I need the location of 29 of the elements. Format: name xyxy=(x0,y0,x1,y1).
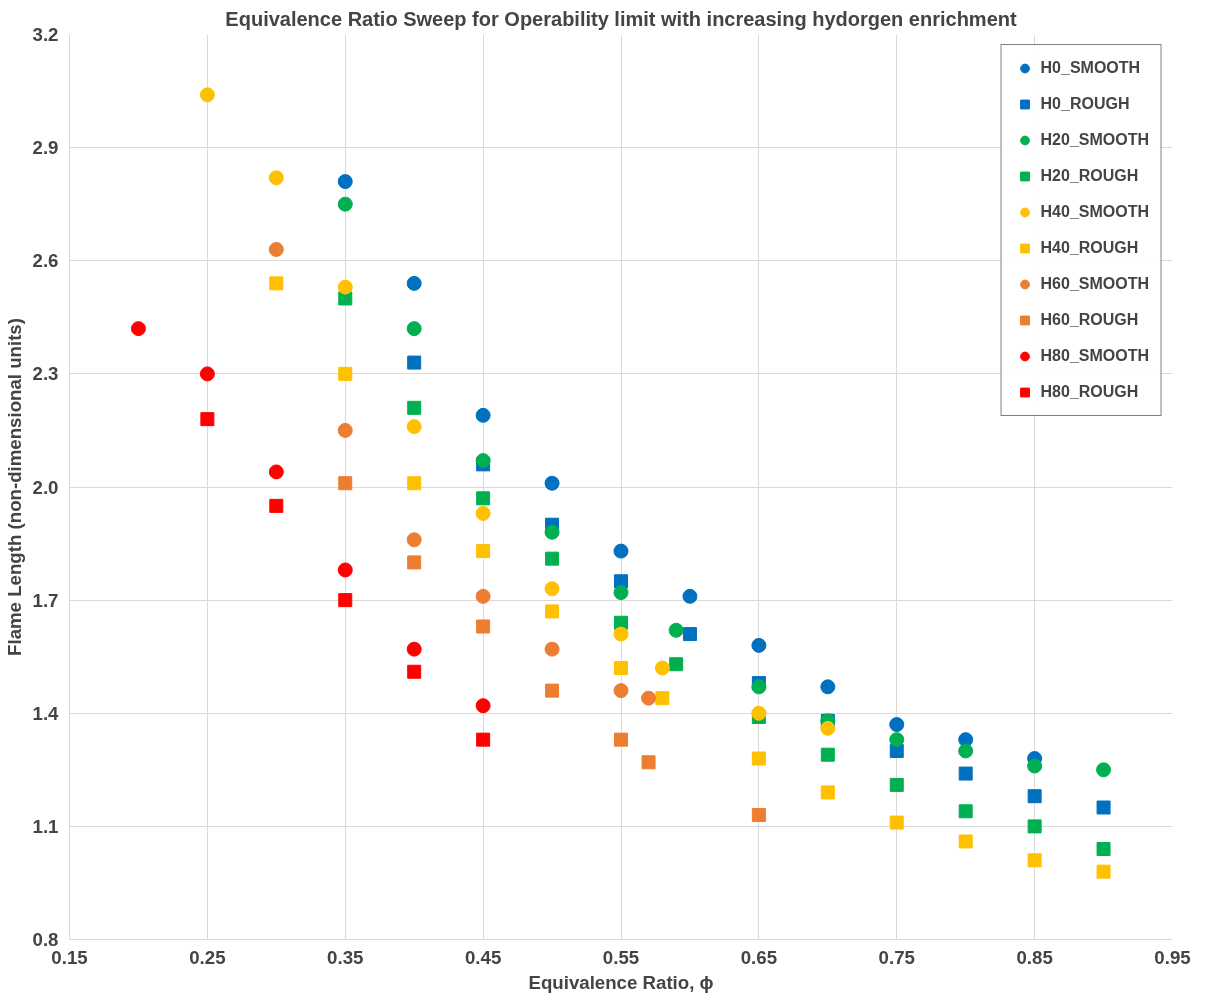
x-tick-label: 0.45 xyxy=(464,946,502,968)
y-tick-label: 1.7 xyxy=(32,589,59,611)
x-tick-label: 0.65 xyxy=(740,946,778,968)
x-tick-label: 0.35 xyxy=(327,946,364,968)
chart-title: Equivalence Ratio Sweep for Operability limit with increasing hydorgen enrichment xyxy=(225,7,1017,30)
y-tick-label: 3.2 xyxy=(32,24,59,45)
y-axis-title: Flame Length (non-dimensional units) xyxy=(3,318,25,656)
x-tick-label: 0.95 xyxy=(1154,946,1191,968)
legend-label: H80_SMOOTH xyxy=(1040,347,1149,365)
x-axis-title: Equivalence Ratio, ϕ xyxy=(528,971,714,993)
y-tick-label: 1.1 xyxy=(32,815,59,837)
legend-label: H40_SMOOTH xyxy=(1040,203,1149,221)
y-tick-label: 2.6 xyxy=(32,250,59,272)
legend-label: H80_ROUGH xyxy=(1040,383,1139,401)
x-tick-label: 0.55 xyxy=(602,946,640,968)
y-tick-label: 2.9 xyxy=(32,137,59,159)
legend-label: H60_ROUGH xyxy=(1040,311,1139,329)
x-tick-label: 0.25 xyxy=(189,946,226,968)
legend-label: H40_ROUGH xyxy=(1040,239,1139,257)
y-tick-label: 1.4 xyxy=(32,702,60,724)
y-tick-label: 2.0 xyxy=(32,476,59,498)
legend-label: H0_ROUGH xyxy=(1040,95,1130,113)
legend-label: H0_SMOOTH xyxy=(1040,59,1141,77)
legend-label: H20_SMOOTH xyxy=(1040,131,1149,149)
x-tick-label: 0.75 xyxy=(878,946,915,968)
x-tick-label: 0.85 xyxy=(1016,946,1053,968)
legend-label: H20_ROUGH xyxy=(1040,167,1139,185)
y-tick-label: 2.3 xyxy=(32,363,59,385)
legend-label: H60_SMOOTH xyxy=(1040,275,1149,293)
